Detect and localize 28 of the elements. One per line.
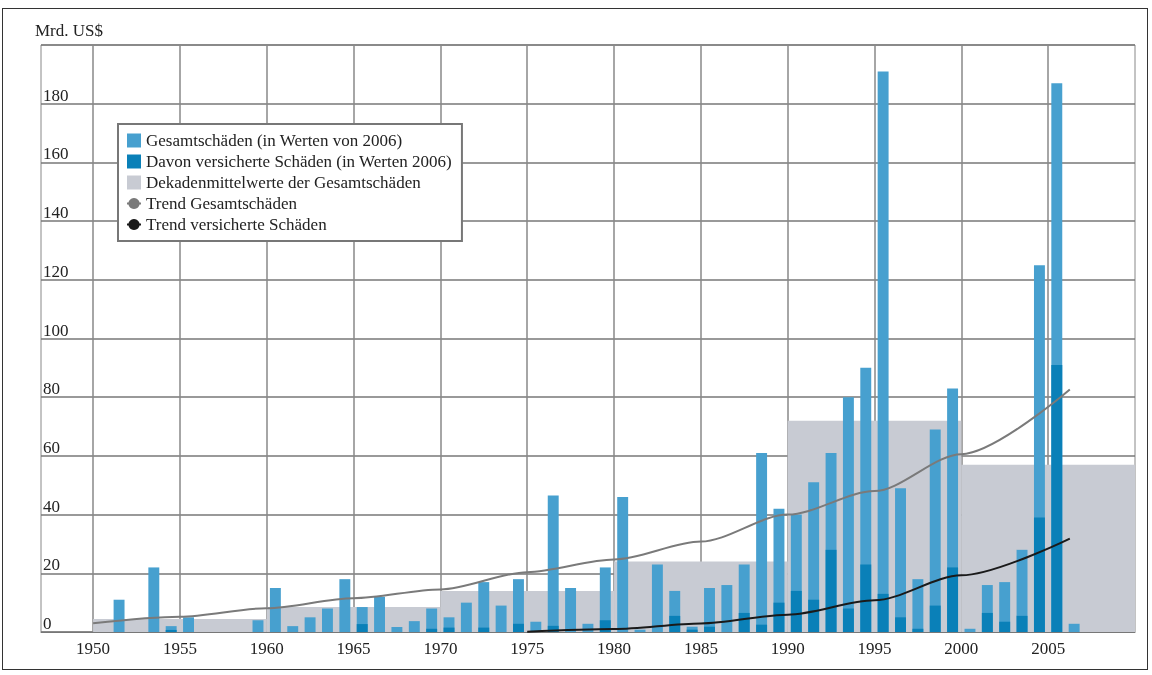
x-tick-label: 1975 xyxy=(510,639,545,658)
x-tick-label: 1955 xyxy=(162,639,197,658)
y-tick-label: 40 xyxy=(43,496,60,516)
legend-label: Davon versicherte Schäden (in Werten 2006) xyxy=(146,152,452,171)
x-tick-label: 2000 xyxy=(944,639,979,658)
y-tick-label: 80 xyxy=(43,379,60,399)
y-tick-label: 60 xyxy=(43,437,60,457)
x-tick-label: 1950 xyxy=(76,639,111,658)
x-tick-label: 1970 xyxy=(423,639,458,658)
x-tick-label: 2005 xyxy=(1031,639,1066,658)
x-tick-label: 1985 xyxy=(683,639,718,658)
y-tick-label: 20 xyxy=(43,555,60,575)
x-tick-label: 1990 xyxy=(770,639,805,658)
legend-label: Trend Gesamtschäden xyxy=(146,194,298,213)
y-axis-title: Mrd. US$ xyxy=(35,21,104,40)
y-tick-label: 120 xyxy=(43,261,69,281)
x-tick-label: 1960 xyxy=(249,639,284,658)
legend-label: Dekadenmittelwerte der Gesamtschäden xyxy=(146,173,422,192)
legend-label: Gesamtschäden (in Werten von 2006) xyxy=(146,131,403,150)
y-tick-label: 140 xyxy=(43,203,69,223)
y-tick-label: 0 xyxy=(43,614,52,633)
y-tick-label: 100 xyxy=(43,320,69,340)
x-tick-label: 1995 xyxy=(857,639,892,658)
y-tick-label: 180 xyxy=(43,85,69,105)
y-tick-label: 160 xyxy=(43,144,69,164)
x-tick-label: 1980 xyxy=(597,639,632,658)
legend-label: Trend versicherte Schäden xyxy=(146,215,328,234)
x-tick-label: 1965 xyxy=(336,639,371,658)
